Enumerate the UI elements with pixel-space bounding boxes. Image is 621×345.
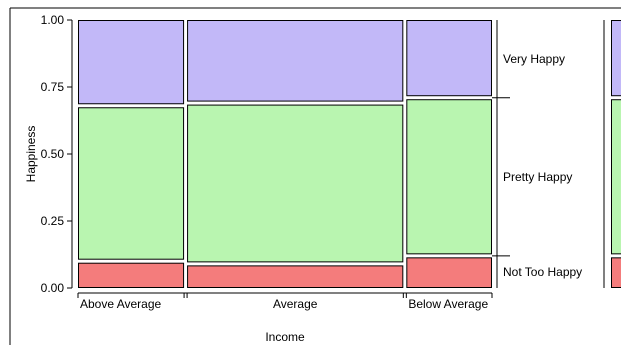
panel-tile-pretty-happy [611,99,621,255]
mosaic-tiles [78,20,493,289]
tile-above-average-not-too-happy [78,262,185,289]
y-tick-label: 0.00 [41,281,65,295]
x-axis: Above Average Average Below Average [77,292,493,311]
x-axis-title: Income [265,330,305,344]
tile-below-average-very-happy [406,20,493,97]
tile-average-not-too-happy [187,265,404,289]
panel-tile-not-too-happy [611,257,621,288]
y-tick-label: 0.25 [41,214,65,228]
tile-average-very-happy [187,20,404,102]
y-axis: 0.00 0.25 0.50 0.75 1.00 [41,13,73,295]
series-label-not-too-happy: Not Too Happy [503,265,582,279]
series-labels: Not Too Happy Pretty Happy Very Happy [492,20,582,288]
tile-above-average-very-happy [78,20,185,105]
y-axis-title: Happiness [24,126,38,183]
plot-frame [9,7,621,345]
x-tick-label-below-average: Below Average [408,297,488,311]
second-panel-partial [603,20,621,288]
x-tick-label-above-average: Above Average [80,297,162,311]
y-tick-label: 1.00 [41,13,65,27]
tile-average-pretty-happy [187,104,404,263]
tile-below-average-pretty-happy [406,99,493,255]
panel-tile-very-happy [611,20,621,97]
tile-below-average-not-too-happy [406,257,493,288]
series-label-very-happy: Very Happy [503,52,565,66]
x-tick-label-average: Average [273,297,318,311]
series-label-pretty-happy: Pretty Happy [503,170,572,184]
tile-above-average-pretty-happy [78,107,185,260]
y-tick-label: 0.75 [41,80,65,94]
y-tick-label: 0.50 [41,147,65,161]
